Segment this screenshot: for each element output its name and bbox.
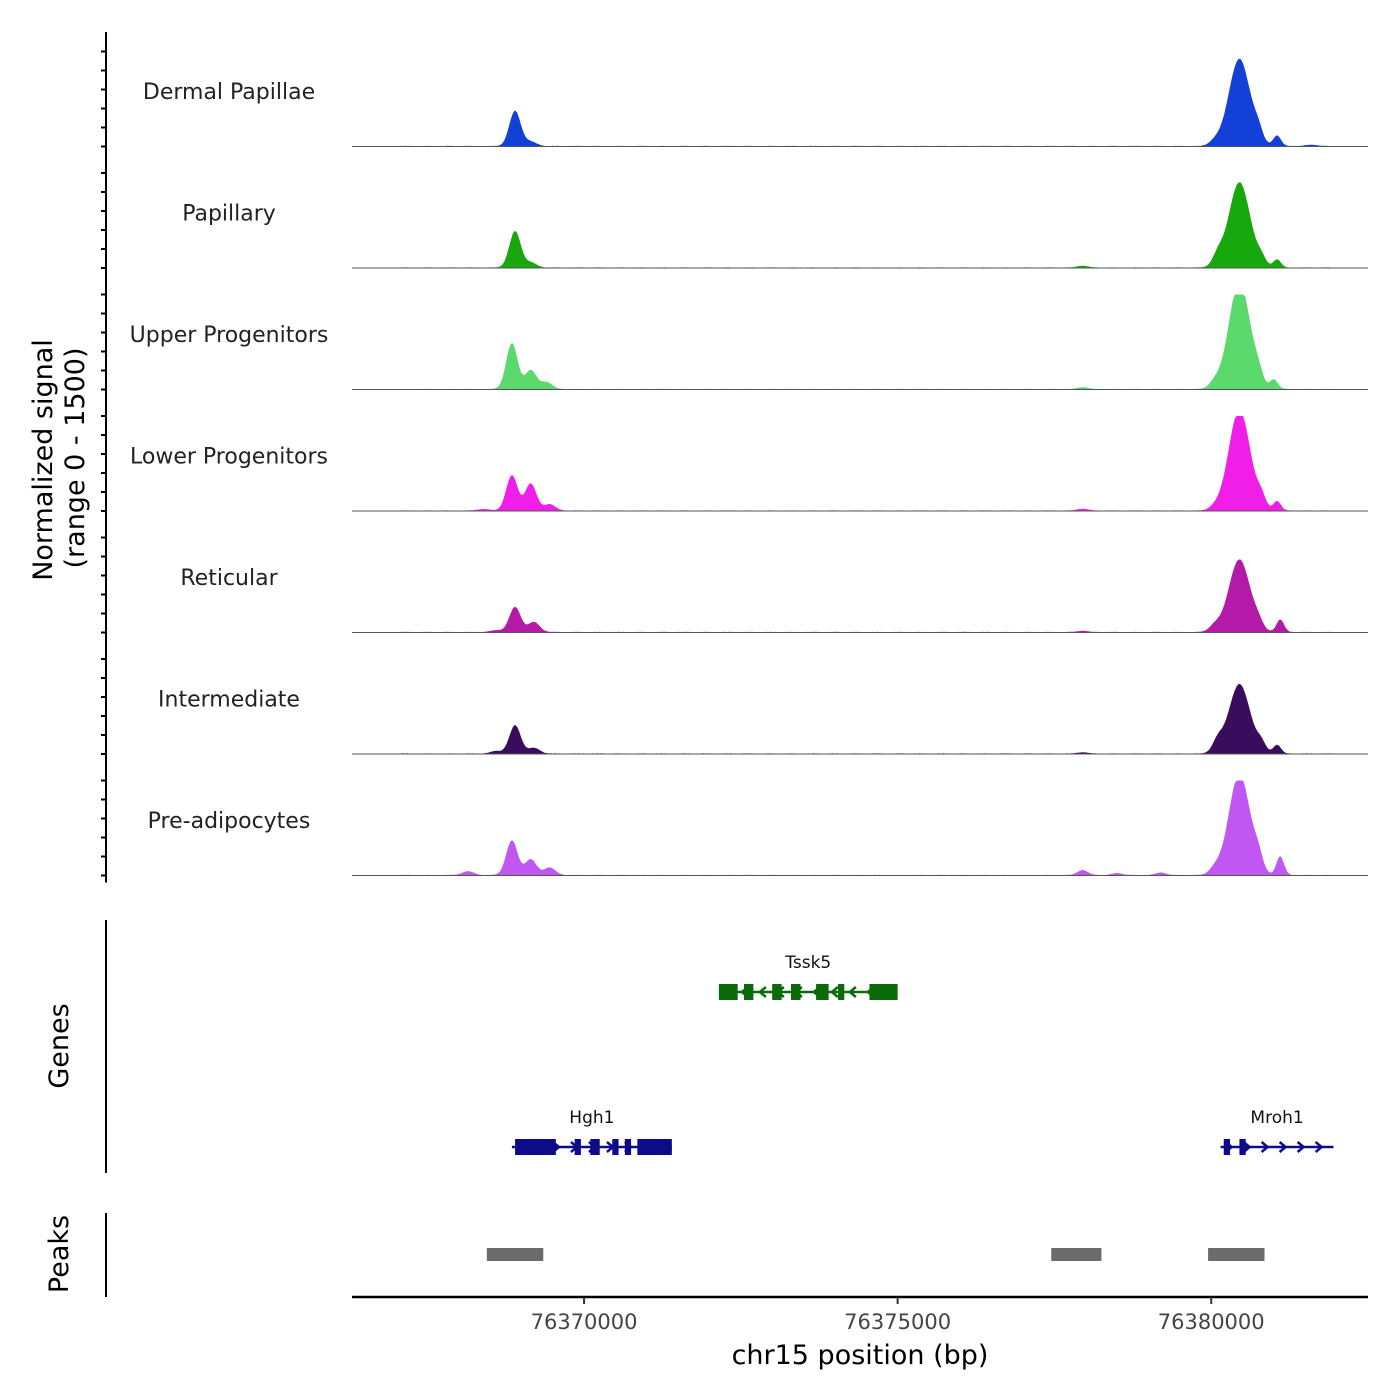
gene-exon — [612, 1139, 619, 1155]
gene-exon — [772, 984, 782, 1000]
track-label: Lower Progenitors — [130, 445, 328, 470]
coverage-track: Reticular — [101, 536, 1368, 634]
y-axis-title: Normalized signal — [28, 339, 59, 581]
coverage-area — [352, 559, 1368, 633]
gene-exon — [1223, 1139, 1231, 1155]
strand-chevron — [847, 986, 857, 998]
gene-exon — [590, 1139, 600, 1155]
x-axis: 76370000 76375000 76380000 — [352, 1295, 1368, 1334]
track-label: Reticular — [180, 566, 278, 591]
strand-chevron — [829, 986, 839, 998]
coverage-area — [352, 58, 1368, 147]
strand-chevron — [1260, 1141, 1270, 1153]
gene-annotation-panel: Tssk5 Hgh1 Mroh1 — [105, 920, 1334, 1173]
gene-exon — [816, 984, 829, 1000]
gene-label: Tssk5 — [784, 953, 831, 973]
coverage-track: Intermediate — [101, 658, 1368, 755]
gene-exon — [515, 1139, 556, 1155]
track-label: Upper Progenitors — [130, 323, 329, 348]
coverage-area — [352, 182, 1368, 268]
gene-exon — [624, 1139, 632, 1155]
coverage-area — [352, 780, 1368, 876]
coverage-track: Dermal Papillae — [101, 50, 1368, 148]
peak-panel — [105, 1213, 1265, 1297]
x-tick-label: 76370000 — [531, 1310, 638, 1334]
strand-chevron — [1296, 1141, 1306, 1153]
coverage-area — [352, 683, 1368, 754]
gene-exon — [743, 984, 754, 1000]
gene-exon — [869, 984, 898, 1000]
track-label: Intermediate — [158, 688, 300, 713]
gene-exon — [574, 1139, 581, 1155]
gene-model: Tssk5 — [718, 953, 898, 1000]
gene-label: Hgh1 — [569, 1108, 614, 1128]
coverage-track: Pre-adipocytes — [101, 779, 1368, 877]
gene-exon — [838, 984, 845, 1000]
track-label: Papillary — [182, 202, 276, 227]
coverage-track: Upper Progenitors — [101, 293, 1368, 391]
coverage-track: Papillary — [101, 172, 1368, 269]
gene-exon — [718, 984, 738, 1000]
coverage-track: Lower Progenitors — [101, 415, 1368, 512]
coverage-tracks: Dermal Papillae Papillary Upper Progenitor… — [101, 32, 1368, 883]
coverage-area — [352, 294, 1368, 390]
coverage-area — [352, 416, 1368, 511]
x-axis-title: chr15 position (bp) — [732, 1340, 989, 1371]
strand-chevron — [757, 986, 767, 998]
genes-axis-title: Genes — [44, 1003, 75, 1088]
peaks-axis-title: Peaks — [44, 1215, 75, 1293]
x-tick-label: 76380000 — [1158, 1310, 1265, 1334]
peak-region — [486, 1248, 544, 1261]
gene-exon — [637, 1139, 672, 1155]
peak-region — [1051, 1248, 1102, 1261]
strand-chevron — [1314, 1141, 1324, 1153]
track-label: Dermal Papillae — [143, 80, 315, 105]
gene-exon — [1239, 1139, 1246, 1155]
strand-chevron — [1278, 1141, 1288, 1153]
gene-label: Mroh1 — [1250, 1108, 1303, 1128]
gene-model: Mroh1 — [1220, 1108, 1334, 1155]
x-tick-label: 76375000 — [844, 1310, 951, 1334]
gene-model: Hgh1 — [511, 1108, 672, 1155]
track-label: Pre-adipocytes — [148, 809, 311, 834]
y-axis-range: (range 0 - 1500) — [60, 348, 91, 569]
gene-exon — [791, 984, 801, 1000]
peak-region — [1208, 1248, 1265, 1261]
